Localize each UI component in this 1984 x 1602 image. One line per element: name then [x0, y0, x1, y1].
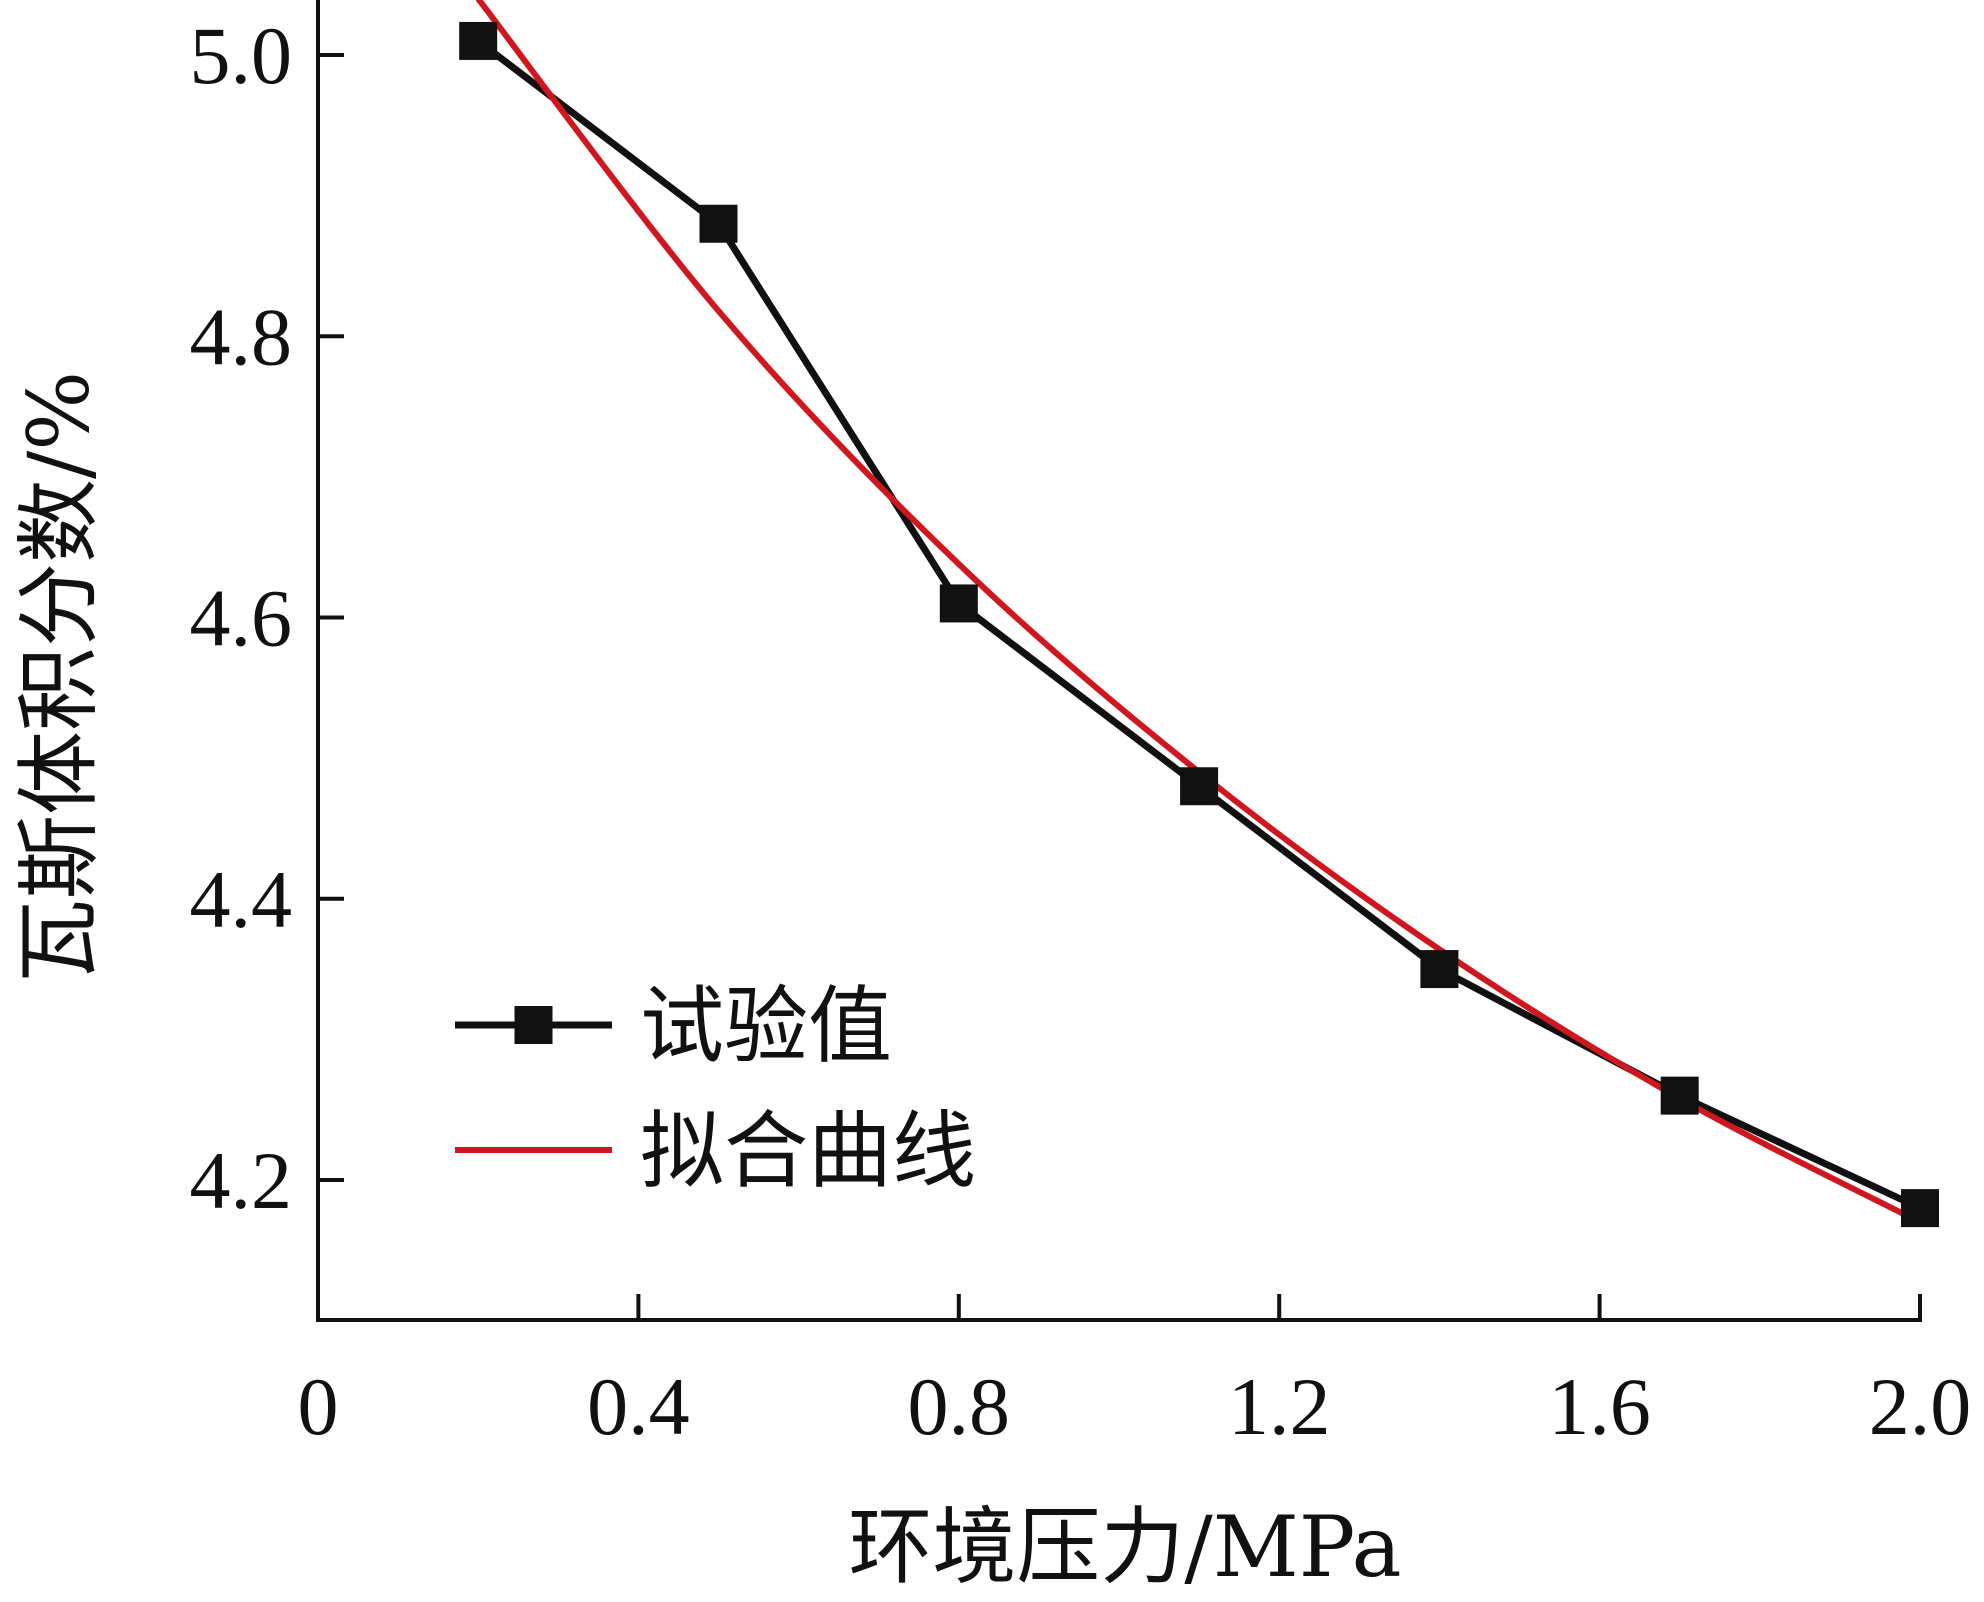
x-tick-label: 2.0 [1869, 1361, 1972, 1452]
data-point-marker [459, 21, 498, 60]
data-point-marker [1901, 1189, 1939, 1228]
plot-series [459, 0, 1939, 1228]
data-point-marker [1180, 767, 1219, 806]
x-tick-label: 1.2 [1228, 1361, 1331, 1452]
data-point-marker [699, 204, 738, 243]
data-point-marker [1660, 1076, 1699, 1115]
data-point-marker [939, 584, 978, 623]
x-tick-label: 0.8 [908, 1361, 1011, 1452]
x-tick-label: 0 [298, 1361, 339, 1452]
y-tick-label: 4.8 [190, 291, 293, 382]
y-tick-label: 4.2 [190, 1135, 293, 1226]
legend-label-experimental: 试验值 [640, 977, 892, 1075]
x-tick-label: 1.6 [1548, 1361, 1651, 1452]
axes [316, 0, 1922, 1322]
data-point-marker [1420, 950, 1459, 989]
y-tick-label: 4.6 [190, 573, 293, 664]
y-tick-label: 4.4 [190, 854, 293, 945]
x-ticks: 0 0.4 0.8 1.2 1.6 2.0 [298, 1294, 1972, 1452]
legend-marker-experimental [514, 1006, 553, 1044]
y-ticks: 4.2 4.4 4.6 4.8 5.0 [190, 10, 344, 1226]
y-tick-label: 5.0 [190, 10, 293, 101]
legend-label-fitted: 拟合曲线 [640, 1102, 976, 1200]
x-tick-label: 0.4 [587, 1361, 690, 1452]
y-axis-title: 瓦斯体积分数/% [10, 371, 108, 983]
x-axis-title: 环境压力/MPa [848, 1498, 1401, 1596]
